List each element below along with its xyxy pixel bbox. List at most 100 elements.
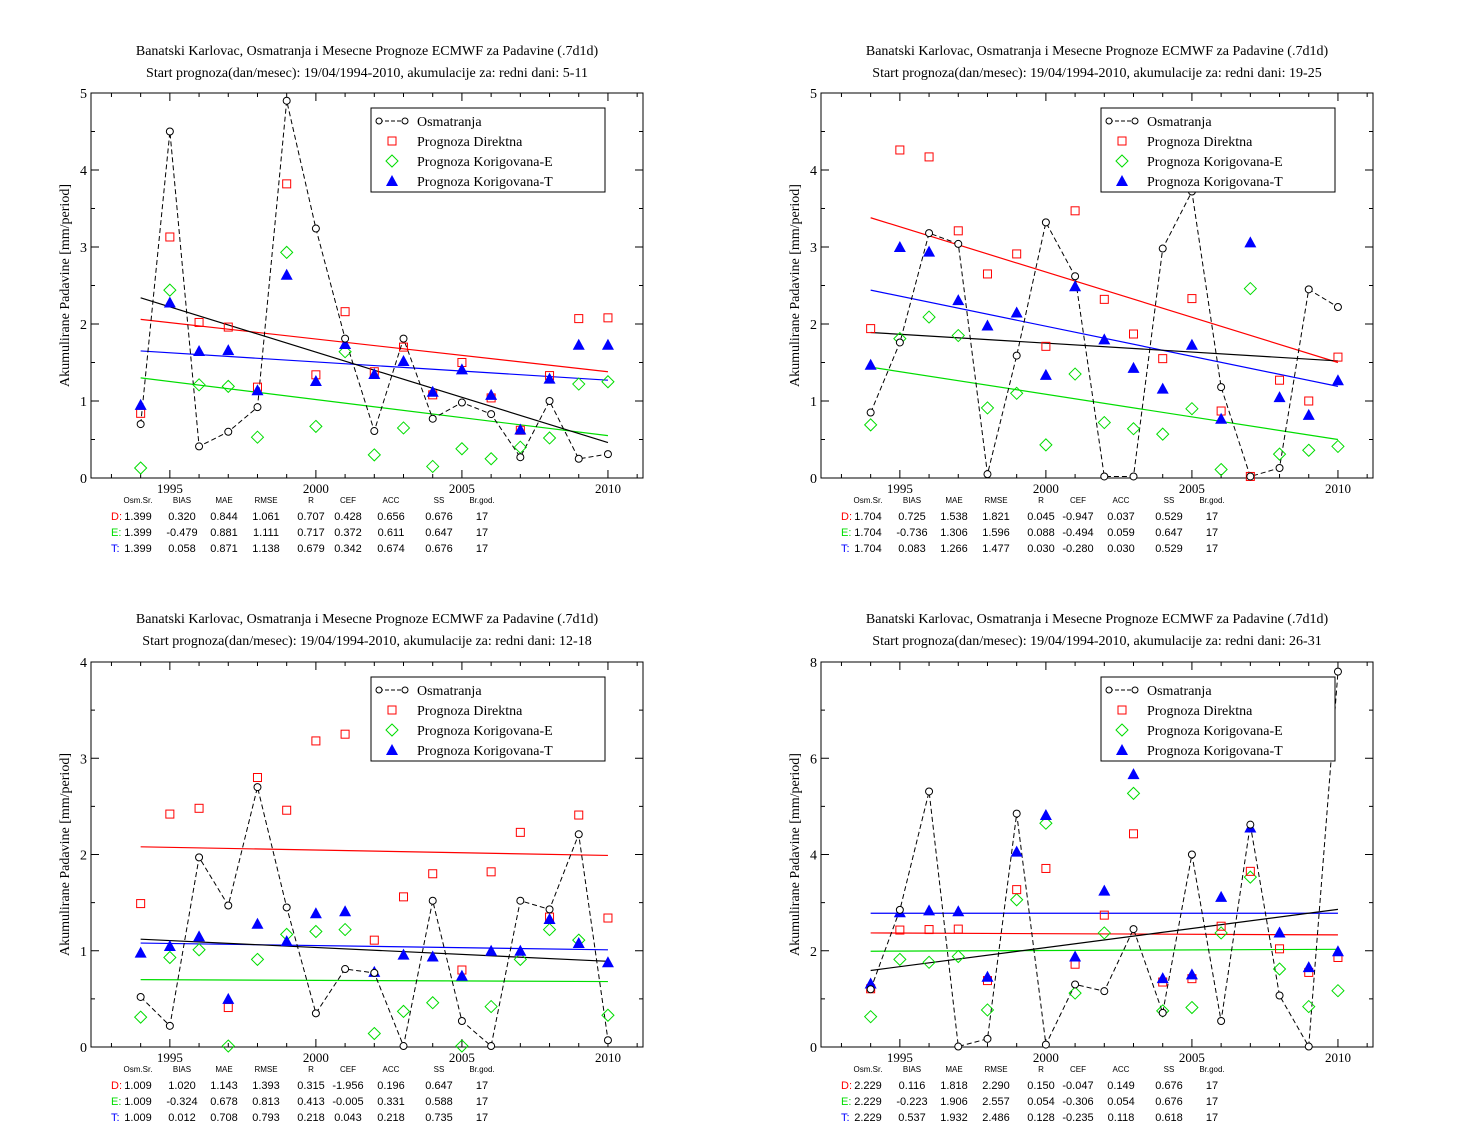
- stats-value: 1.818: [940, 1080, 968, 1092]
- point-osmatranja: [1041, 1040, 1050, 1049]
- stats-value: 0.413: [297, 1096, 325, 1108]
- legend-label-e: Prognoza Korigovana-E: [417, 155, 553, 170]
- point-prognoza-direktna: [252, 773, 262, 782]
- stats-value: 0.618: [1155, 1112, 1183, 1124]
- point-prognoza-korigovana-e: [133, 461, 148, 475]
- y-tick-label: 0: [80, 1041, 87, 1056]
- stats-value: 17: [476, 1096, 488, 1108]
- stats-value: -0.947: [1062, 511, 1093, 523]
- stats-value: -0.324: [166, 1096, 197, 1108]
- point-osmatranja: [866, 985, 875, 994]
- point-prognoza-korigovana-t: [864, 977, 877, 989]
- trend-line-e: [870, 948, 1338, 952]
- y-tick-label: 0: [810, 472, 817, 487]
- point-prognoza-korigovana-e: [396, 421, 411, 435]
- point-prognoza-direktna: [1012, 249, 1022, 259]
- point-prognoza-korigovana-e: [1115, 723, 1129, 737]
- stats-header: ACC: [383, 496, 400, 505]
- point-prognoza-direktna: [1041, 863, 1051, 873]
- stats-value: -0.306: [1062, 1096, 1093, 1108]
- point-prognoza-korigovana-t: [485, 388, 498, 400]
- stats-value: 17: [476, 527, 488, 539]
- point-prognoza-direktna: [603, 313, 613, 323]
- legend-marker: [401, 686, 409, 694]
- point-prognoza-korigovana-e: [1214, 926, 1228, 940]
- stats-value: 1.821: [982, 511, 1010, 523]
- x-tick-label: 2005: [1179, 1050, 1205, 1065]
- point-osmatranja: [282, 96, 291, 105]
- legend-label-d: Prognoza Direktna: [1147, 704, 1253, 719]
- point-prognoza-korigovana-e: [980, 1003, 995, 1017]
- x-tick-label: 2000: [1033, 481, 1059, 496]
- stats-value: 0.611: [378, 527, 405, 539]
- stats-header: R: [1038, 496, 1044, 505]
- legend-label-d: Prognoza Direktna: [417, 135, 523, 150]
- point-osmatranja: [545, 905, 554, 914]
- point-osmatranja: [1275, 463, 1284, 472]
- point-prognoza-korigovana-t: [426, 385, 439, 397]
- point-prognoza-korigovana-e: [309, 419, 323, 434]
- stats-value: 1.596: [982, 527, 1010, 539]
- chart-subtitle: Start prognoza(dan/mesec): 19/04/1994-20…: [142, 634, 591, 649]
- trend-line-d: [870, 932, 1338, 936]
- stats-value: 0.735: [425, 1112, 453, 1124]
- point-prognoza-korigovana-e: [396, 1004, 411, 1019]
- point-prognoza-korigovana-t: [1116, 744, 1128, 755]
- y-axis-label: Akumulirane Padavine [mm/period]: [788, 184, 803, 387]
- stats-value: 1.138: [252, 543, 280, 555]
- point-prognoza-korigovana-t: [455, 969, 468, 981]
- trend-line-t: [140, 350, 608, 381]
- stats-header: BIAS: [173, 496, 191, 505]
- stats-row-label: T:: [111, 1112, 120, 1124]
- point-prognoza-direktna: [136, 408, 146, 418]
- point-prognoza-direktna: [340, 307, 350, 317]
- stats-value: 0.529: [1155, 543, 1183, 555]
- point-prognoza-korigovana-t: [386, 744, 398, 755]
- stats-value: 0.054: [1107, 1096, 1135, 1108]
- point-osmatranja: [983, 470, 992, 479]
- stats-header: RMSE: [984, 496, 1007, 505]
- point-prognoza-korigovana-t: [1302, 961, 1315, 973]
- point-prognoza-korigovana-t: [1069, 950, 1082, 962]
- point-prognoza-direktna: [399, 892, 409, 902]
- legend-box: [370, 676, 606, 762]
- point-prognoza-korigovana-t: [309, 907, 322, 919]
- stats-header: BIAS: [903, 1065, 921, 1074]
- x-tick-label: 2000: [303, 1050, 329, 1065]
- x-tick-label: 1995: [887, 1050, 913, 1065]
- point-osmatranja: [1071, 272, 1080, 281]
- legend-box: [370, 107, 606, 193]
- point-osmatranja: [399, 1042, 408, 1051]
- stats-value: 0.315: [297, 1080, 325, 1092]
- point-prognoza-direktna: [428, 869, 438, 879]
- point-prognoza-direktna: [165, 232, 175, 242]
- stats-header: BIAS: [173, 1065, 191, 1074]
- point-osmatranja: [428, 414, 437, 423]
- stats-row-label: D:: [841, 511, 852, 523]
- point-prognoza-korigovana-e: [1039, 816, 1053, 830]
- point-prognoza-korigovana-e: [1185, 1000, 1199, 1015]
- stats-row-label: T:: [841, 543, 850, 555]
- stats-value: 0.045: [1027, 511, 1055, 523]
- point-prognoza-korigovana-e: [1214, 462, 1228, 477]
- point-prognoza-direktna: [1245, 866, 1255, 876]
- point-prognoza-korigovana-e: [426, 459, 440, 474]
- series-line-osmatranja: [140, 786, 609, 1048]
- legend-marker: [1131, 117, 1139, 125]
- point-osmatranja: [165, 127, 174, 136]
- stats-header: SS: [1164, 1065, 1175, 1074]
- chart-panel-2: Banatski Karlovac, Osmatranja i Mesecne …: [788, 44, 1374, 555]
- stats-value: 1.477: [982, 543, 1010, 555]
- point-prognoza-korigovana-e: [542, 922, 557, 937]
- point-prognoza-korigovana-t: [1244, 236, 1257, 248]
- stats-header: CEF: [1070, 1065, 1086, 1074]
- point-osmatranja: [866, 408, 875, 417]
- legend-label-e: Prognoza Korigovana-E: [417, 724, 553, 739]
- stats-row-label: E:: [111, 527, 121, 539]
- point-prognoza-korigovana-e: [484, 452, 498, 466]
- point-osmatranja: [1012, 351, 1021, 360]
- stats-value: 0.037: [1107, 511, 1135, 523]
- stats-value: 0.678: [210, 1096, 238, 1108]
- stats-value: 1.704: [854, 527, 882, 539]
- point-prognoza-korigovana-e: [484, 999, 498, 1014]
